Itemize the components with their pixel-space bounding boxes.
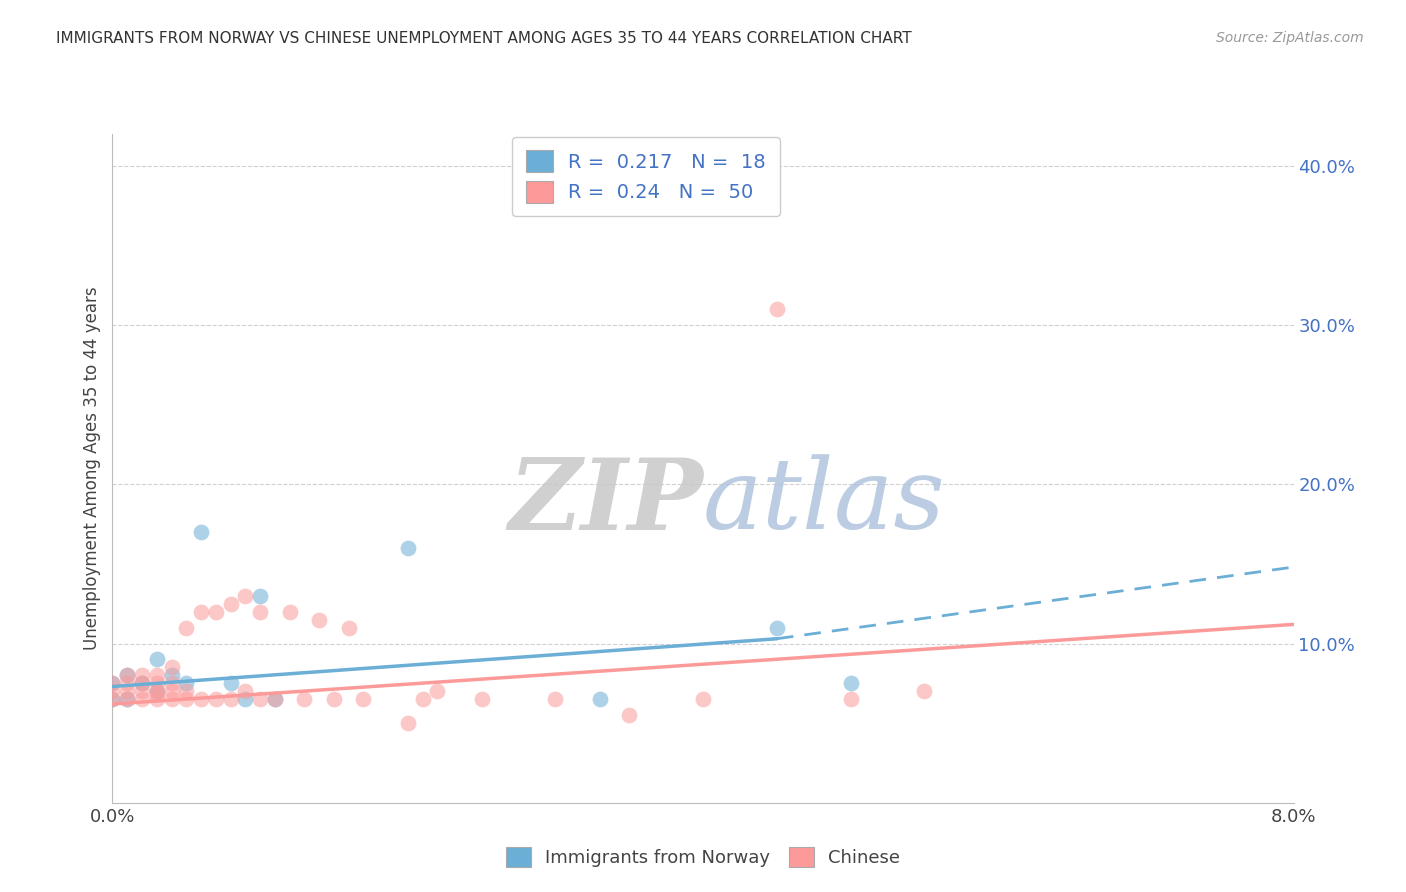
Point — [146, 668, 169, 682]
Point — [205, 692, 228, 706]
Point — [117, 692, 138, 706]
Point — [146, 688, 169, 702]
Point — [160, 668, 183, 682]
Point — [146, 652, 169, 666]
Point — [765, 301, 787, 316]
Point — [233, 589, 256, 603]
Point — [588, 692, 610, 706]
Point — [146, 684, 169, 698]
Point — [323, 692, 346, 706]
Point — [174, 692, 197, 706]
Point — [160, 660, 183, 674]
Point — [219, 676, 242, 690]
Point — [174, 621, 197, 635]
Point — [131, 676, 153, 690]
Point — [426, 684, 449, 698]
Point — [396, 541, 419, 555]
Point — [264, 692, 287, 706]
Point — [160, 676, 183, 690]
Point — [190, 692, 212, 706]
Y-axis label: Unemployment Among Ages 35 to 44 years: Unemployment Among Ages 35 to 44 years — [83, 286, 101, 650]
Point — [249, 589, 271, 603]
Point — [117, 668, 138, 682]
Text: atlas: atlas — [703, 454, 946, 549]
Point — [396, 716, 419, 731]
Point — [692, 692, 714, 706]
Point — [101, 676, 124, 690]
Point — [131, 676, 153, 690]
Point — [117, 676, 138, 690]
Point — [292, 692, 315, 706]
Point — [233, 692, 256, 706]
Point — [190, 524, 212, 539]
Point — [131, 692, 153, 706]
Point — [839, 676, 862, 690]
Point — [544, 692, 567, 706]
Point — [117, 668, 138, 682]
Point — [205, 605, 228, 619]
Point — [131, 684, 153, 698]
Point — [101, 684, 124, 698]
Point — [233, 684, 256, 698]
Point — [412, 692, 434, 706]
Point — [131, 668, 153, 682]
Point — [101, 676, 124, 690]
Point — [471, 692, 494, 706]
Point — [101, 692, 124, 706]
Point — [352, 692, 374, 706]
Point — [337, 621, 360, 635]
Text: ZIP: ZIP — [508, 453, 703, 550]
Point — [219, 597, 242, 611]
Legend: Immigrants from Norway, Chinese: Immigrants from Norway, Chinese — [499, 839, 907, 874]
Point — [765, 621, 787, 635]
Point — [219, 692, 242, 706]
Point — [117, 684, 138, 698]
Point — [278, 605, 301, 619]
Point — [101, 692, 124, 706]
Point — [190, 605, 212, 619]
Point — [174, 684, 197, 698]
Point — [160, 692, 183, 706]
Point — [914, 684, 936, 698]
Point — [174, 676, 197, 690]
Point — [264, 692, 287, 706]
Point — [249, 605, 271, 619]
Point — [308, 613, 330, 627]
Point — [249, 692, 271, 706]
Point — [839, 692, 862, 706]
Point — [146, 684, 169, 698]
Text: Source: ZipAtlas.com: Source: ZipAtlas.com — [1216, 31, 1364, 45]
Point — [146, 676, 169, 690]
Point — [146, 692, 169, 706]
Point — [619, 708, 641, 723]
Text: IMMIGRANTS FROM NORWAY VS CHINESE UNEMPLOYMENT AMONG AGES 35 TO 44 YEARS CORRELA: IMMIGRANTS FROM NORWAY VS CHINESE UNEMPL… — [56, 31, 912, 46]
Point — [160, 684, 183, 698]
Point — [117, 692, 138, 706]
